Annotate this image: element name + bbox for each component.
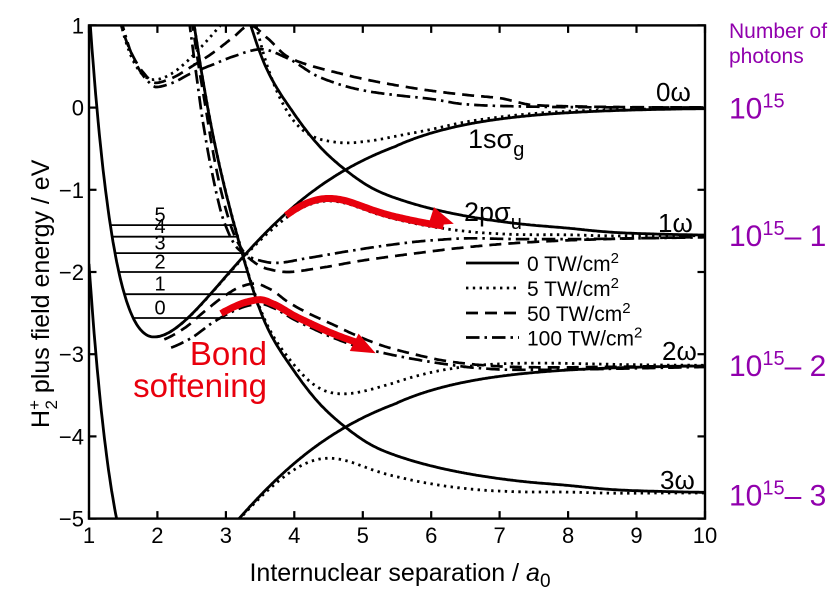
svg-text:0: 0: [72, 96, 84, 121]
svg-text:0 TW/cm2: 0 TW/cm2: [527, 250, 619, 276]
svg-text:2ω: 2ω: [662, 336, 697, 366]
svg-text:9: 9: [630, 523, 642, 548]
svg-text:−1: −1: [59, 178, 84, 203]
svg-text:1015– 3: 1015– 3: [729, 478, 826, 513]
svg-text:3: 3: [220, 523, 232, 548]
svg-text:2: 2: [151, 523, 163, 548]
svg-text:−3: −3: [59, 342, 84, 367]
svg-text:1: 1: [83, 523, 95, 548]
svg-text:5: 5: [154, 205, 165, 227]
svg-text:8: 8: [562, 523, 574, 548]
svg-text:photons: photons: [729, 45, 804, 68]
svg-text:4: 4: [288, 523, 300, 548]
svg-text:5: 5: [357, 523, 369, 548]
svg-text:Internuclear separation / a0: Internuclear separation / a0: [249, 559, 550, 592]
svg-text:0ω: 0ω: [656, 77, 691, 107]
svg-text:10: 10: [693, 523, 717, 548]
svg-text:−4: −4: [59, 424, 84, 449]
svg-text:50 TW/cm2: 50 TW/cm2: [527, 300, 631, 326]
svg-text:Bond: Bond: [190, 335, 267, 372]
svg-text:2: 2: [154, 252, 165, 274]
svg-text:1015– 1: 1015– 1: [729, 218, 826, 253]
svg-text:−2: −2: [59, 260, 84, 285]
svg-text:softening: softening: [133, 367, 267, 404]
svg-text:1: 1: [154, 274, 165, 296]
svg-text:1: 1: [72, 13, 84, 38]
svg-text:Number of: Number of: [729, 20, 827, 43]
svg-text:3ω: 3ω: [660, 465, 695, 495]
svg-text:7: 7: [493, 523, 505, 548]
svg-text:3: 3: [154, 233, 165, 255]
svg-text:100 TW/cm2: 100 TW/cm2: [527, 325, 642, 351]
svg-text:4: 4: [154, 216, 165, 238]
svg-text:6: 6: [425, 523, 437, 548]
svg-text:1ω: 1ω: [658, 208, 693, 238]
svg-text:−5: −5: [59, 507, 84, 532]
svg-text:5 TW/cm2: 5 TW/cm2: [527, 275, 619, 301]
svg-text:0: 0: [154, 298, 165, 320]
